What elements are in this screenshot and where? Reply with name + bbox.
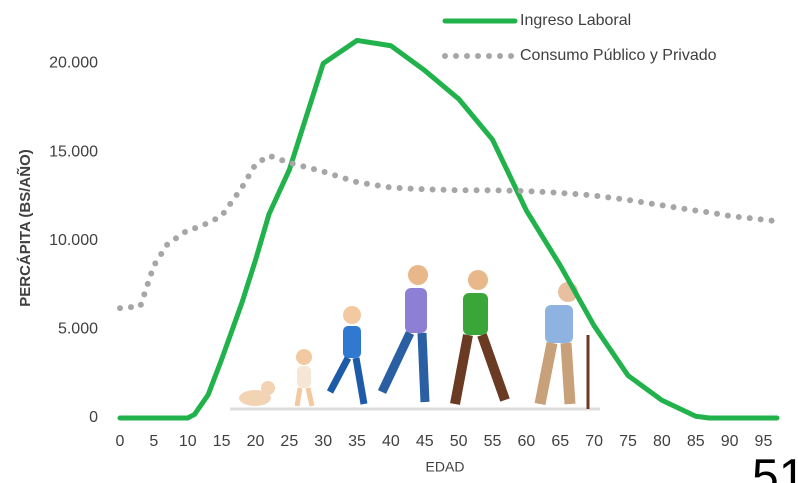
- legend-label: Consumo Público y Privado: [520, 47, 717, 64]
- x-tick-label: 20: [247, 433, 265, 450]
- x-tick-label: 85: [687, 433, 705, 450]
- x-tick-label: 75: [619, 433, 637, 450]
- x-axis-title: EDAD: [426, 459, 465, 475]
- x-tick-label: 5: [149, 433, 158, 450]
- x-tick-label: 25: [280, 433, 298, 450]
- page: {"chart_data": {"type": "line", "x": [0,…: [0, 0, 798, 483]
- y-axis-title: PERCÁPITA (BS/AÑO): [16, 149, 34, 307]
- x-tick-label: 30: [314, 433, 332, 450]
- page-number: 51: [752, 451, 798, 483]
- chart: PERCÁPITA (BS/AÑO) EDAD 51 0 5.000 10.000 1…: [0, 0, 798, 483]
- series-line: [120, 40, 777, 418]
- y-tick-label: 0: [89, 409, 98, 426]
- y-tick-label: 20.000: [49, 55, 98, 72]
- illustration: [230, 265, 600, 409]
- x-tick-label: 95: [755, 433, 773, 450]
- y-tick-label: 5.000: [58, 321, 98, 338]
- series-line: [120, 156, 777, 308]
- x-tick-label: 65: [551, 433, 569, 450]
- x-tick-label: 35: [348, 433, 366, 450]
- x-tick-label: 55: [484, 433, 502, 450]
- x-tick-label: 70: [585, 433, 603, 450]
- x-tick-label: 40: [382, 433, 400, 450]
- legend-label: Ingreso Laboral: [520, 12, 631, 29]
- x-tick-label: 60: [517, 433, 535, 450]
- x-tick-label: 90: [721, 433, 739, 450]
- x-tick-label: 45: [416, 433, 434, 450]
- x-tick-label: 50: [450, 433, 468, 450]
- x-tick-label: 0: [116, 433, 125, 450]
- y-tick-label: 15.000: [49, 143, 98, 160]
- x-tick-label: 15: [213, 433, 231, 450]
- y-tick-label: 10.000: [49, 232, 98, 249]
- x-tick-label: 80: [653, 433, 671, 450]
- x-tick-label: 10: [179, 433, 197, 450]
